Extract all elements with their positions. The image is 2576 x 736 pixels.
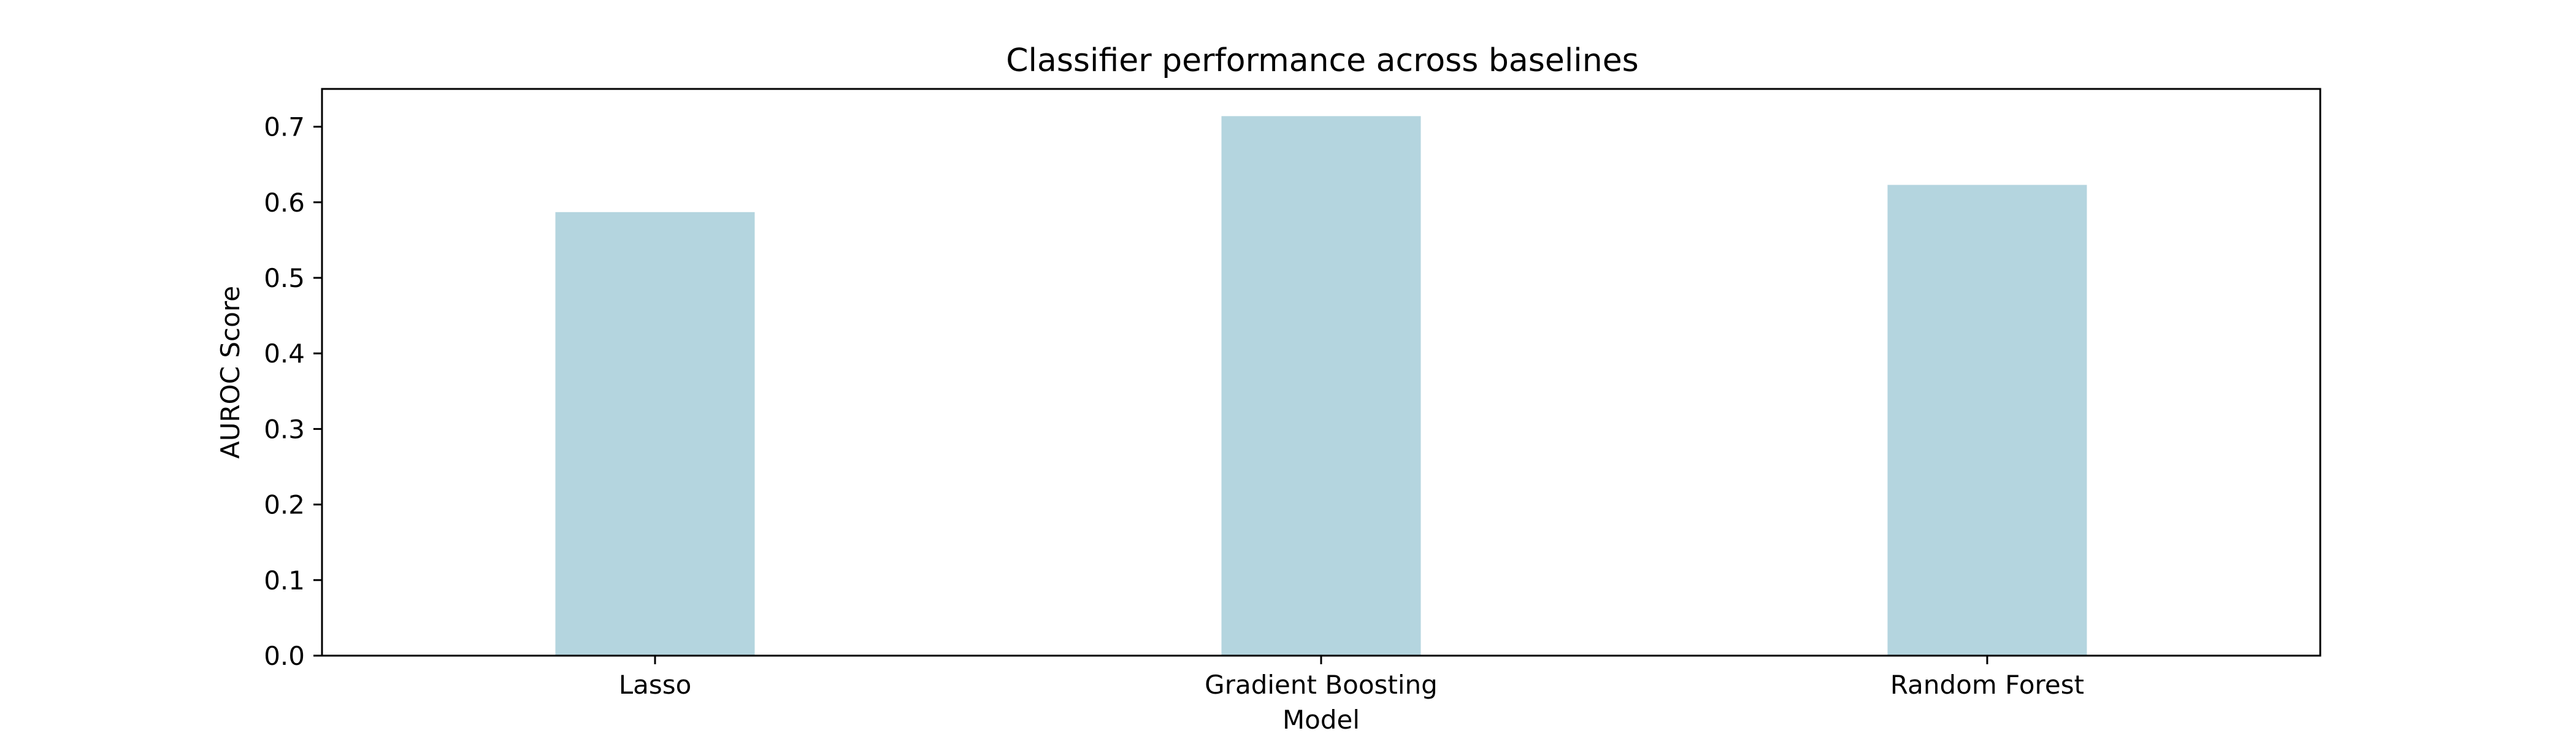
- x-tick-label: Random Forest: [1890, 670, 2084, 700]
- y-tick-label: 0.1: [264, 565, 305, 596]
- y-tick-label: 0.7: [264, 112, 305, 142]
- x-tick-label: Lasso: [619, 670, 692, 700]
- y-tick-label: 0.4: [264, 339, 305, 369]
- y-tick-label: 0.3: [264, 414, 305, 444]
- y-axis: 0.0 0.1 0.2 0.3 0.4 0.5 0.6 0.7: [264, 112, 322, 671]
- y-tick-label: 0.5: [264, 263, 305, 293]
- chart-title: Classifier performance across baselines: [1006, 42, 1639, 79]
- y-axis-label: AUROC Score: [215, 286, 245, 459]
- y-tick-label: 0.6: [264, 188, 305, 218]
- bar-random-forest: [1887, 185, 2087, 656]
- bar-gradient-boosting: [1221, 116, 1421, 656]
- x-axis: Lasso Gradient Boosting Random Forest: [619, 656, 2084, 700]
- y-tick-label: 0.0: [264, 641, 305, 671]
- y-tick-label: 0.2: [264, 490, 305, 520]
- bar-lasso: [555, 212, 755, 656]
- bars: [555, 116, 2087, 656]
- x-tick-label: Gradient Boosting: [1205, 670, 1438, 700]
- plot-frame: [321, 88, 2321, 657]
- x-axis-label: Model: [1282, 705, 1360, 735]
